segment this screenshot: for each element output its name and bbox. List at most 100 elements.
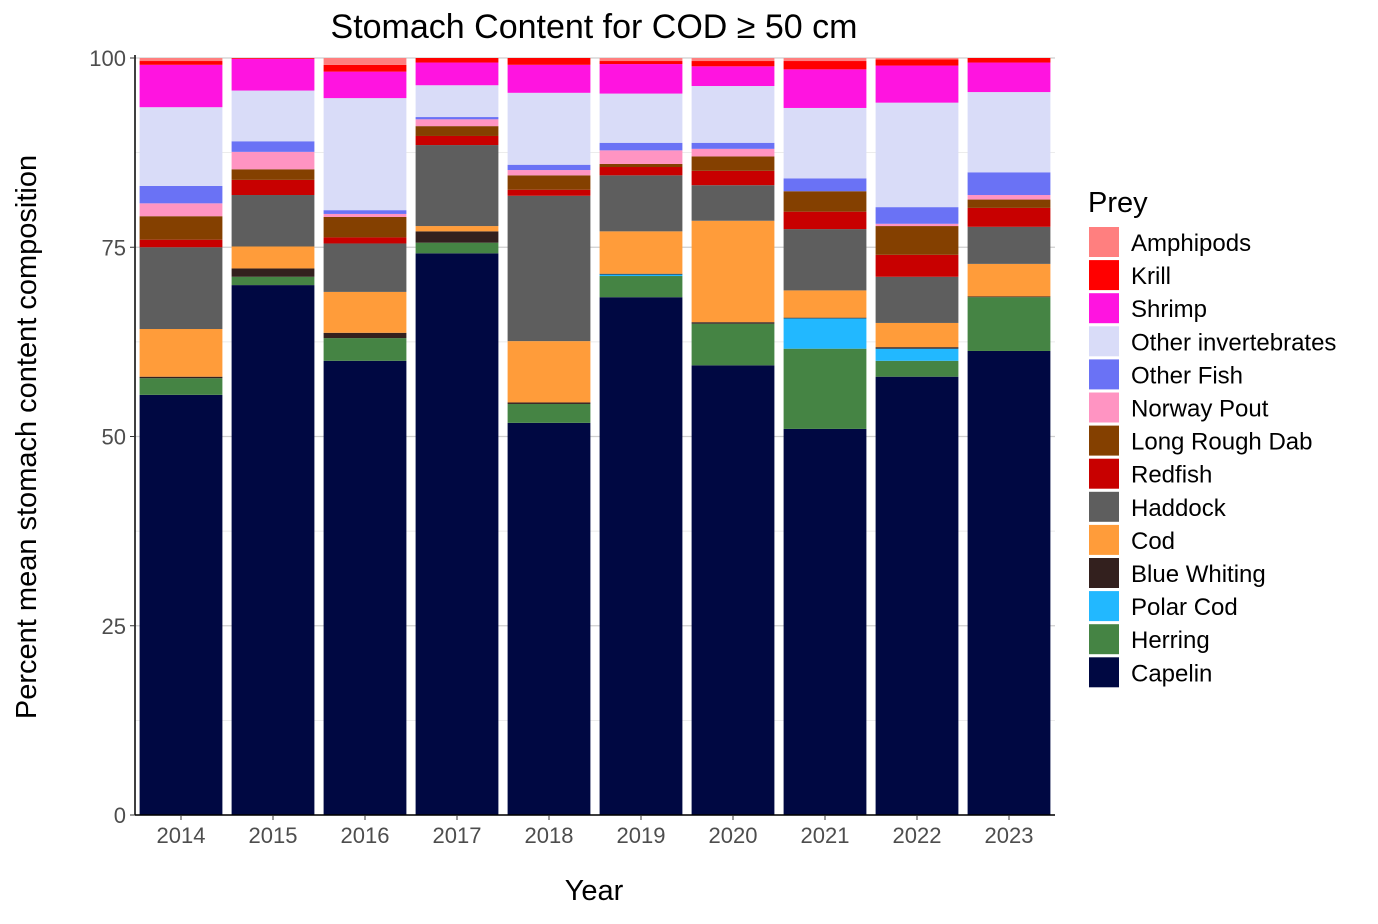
- bar-segment-long-rough-dab: [967, 199, 1051, 208]
- bar-segment-other-invertebrates: [323, 98, 407, 211]
- bar-segment-other-invertebrates: [415, 85, 499, 118]
- x-axis-label: Year: [565, 875, 624, 907]
- bar-segment-herring: [507, 403, 591, 423]
- bar-segment-krill: [507, 58, 591, 65]
- bar-segment-other-fish: [139, 185, 223, 204]
- x-tick-label: 2020: [709, 823, 758, 848]
- bar-segment-other-invertebrates: [875, 102, 959, 208]
- legend-item: Blue Whiting: [1089, 558, 1266, 588]
- legend-label: Blue Whiting: [1131, 561, 1266, 588]
- y-tick-label: 75: [102, 235, 126, 260]
- bar-segment-cod: [875, 322, 959, 348]
- bar-segment-cod: [967, 263, 1051, 297]
- bar-segment-capelin: [783, 428, 867, 815]
- bar-segment-shrimp: [507, 64, 591, 93]
- bar-segment-long-rough-dab: [231, 169, 315, 180]
- bar-segment-redfish: [323, 237, 407, 244]
- bar-segment-shrimp: [323, 71, 407, 99]
- bar-segment-redfish: [415, 135, 499, 146]
- bar-segment-redfish: [507, 189, 591, 196]
- bar-segment-herring: [415, 242, 499, 254]
- bar-segment-other-invertebrates: [967, 92, 1051, 173]
- y-tick-label: 100: [89, 46, 126, 71]
- bar-segment-krill: [967, 58, 1051, 63]
- bar-segment-krill: [783, 61, 867, 70]
- bar-segment-blue-whiting: [875, 347, 959, 349]
- bar-segment-norway-pout: [875, 223, 959, 227]
- legend: Amphipods Krill Shrimp Other invertebrates O…: [1089, 227, 1336, 688]
- bar-stack-2017: [415, 58, 499, 815]
- bar-segment-herring: [231, 276, 315, 286]
- bar-segment-haddock: [323, 243, 407, 292]
- x-tick-label: 2022: [893, 823, 942, 848]
- bar-segment-amphipods: [783, 58, 867, 62]
- x-tick-label: 2018: [525, 823, 574, 848]
- bar-segment-norway-pout: [139, 203, 223, 217]
- chart-title: Stomach Content for COD ≥ 50 cm: [331, 8, 858, 46]
- bar-segment-krill: [691, 61, 775, 67]
- bar-segment-shrimp: [139, 64, 223, 108]
- bar-segment-norway-pout: [599, 150, 683, 164]
- bar-segment-other-invertebrates: [507, 92, 591, 165]
- bar-segment-haddock: [415, 145, 499, 227]
- x-tick-label: 2016: [341, 823, 390, 848]
- legend-title: Prey: [1088, 187, 1148, 219]
- legend-label: Herring: [1131, 627, 1210, 654]
- bar-segment-capelin: [507, 422, 591, 815]
- bar-segment-capelin: [231, 285, 315, 816]
- bar-segment-krill: [415, 58, 499, 63]
- legend-key: [1089, 293, 1119, 324]
- bar-segment-krill: [875, 59, 959, 66]
- legend-key: [1089, 657, 1119, 688]
- bar-segment-long-rough-dab: [415, 126, 499, 136]
- legend-key: [1089, 425, 1119, 456]
- legend-label: Polar Cod: [1131, 594, 1238, 621]
- legend-key: [1089, 227, 1119, 257]
- bar-segment-amphipods: [691, 58, 775, 62]
- legend-key: [1089, 491, 1119, 522]
- bar-segment-amphipods: [139, 58, 223, 62]
- bar-segment-long-rough-dab: [783, 191, 867, 212]
- bar-segment-haddock: [139, 247, 223, 330]
- bar-segment-shrimp: [783, 69, 867, 108]
- bar-segment-norway-pout: [691, 148, 775, 157]
- bar-segment-haddock: [599, 175, 683, 232]
- bar-segment-krill: [323, 64, 407, 72]
- bar-segment-shrimp: [231, 58, 315, 91]
- bar-segment-haddock: [507, 195, 591, 342]
- bar-segment-blue-whiting: [323, 332, 407, 339]
- bar-segment-capelin: [323, 360, 407, 815]
- bar-stack-2014: [139, 58, 223, 815]
- bar-segment-herring: [875, 360, 959, 377]
- x-tick-label: 2017: [433, 823, 482, 848]
- legend-key: [1089, 359, 1119, 390]
- bar-segment-other-invertebrates: [231, 90, 315, 142]
- bar-segment-cod: [507, 341, 591, 403]
- bar-segment-cod: [139, 329, 223, 377]
- bar-segment-shrimp: [967, 62, 1051, 93]
- bar-segment-other-fish: [323, 210, 407, 214]
- bar-segment-amphipods: [875, 58, 959, 60]
- legend-item: Redfish: [1089, 458, 1212, 489]
- legend-key: [1089, 558, 1119, 588]
- bar-segment-shrimp: [415, 62, 499, 86]
- bar-segment-polar-cod: [875, 348, 959, 361]
- y-axis-label: Percent mean stomach content composition: [11, 155, 43, 719]
- bar-segment-haddock: [967, 226, 1051, 264]
- bar-segment-long-rough-dab: [323, 216, 407, 238]
- legend-key: [1089, 591, 1119, 622]
- bar-stack-2019: [599, 58, 683, 815]
- legend-key: [1089, 392, 1119, 423]
- legend-label: Amphipods: [1131, 230, 1251, 257]
- bar-segment-haddock: [231, 195, 315, 247]
- legend-item: Krill: [1089, 260, 1171, 291]
- bar-segment-krill: [231, 58, 315, 59]
- bar-segment-redfish: [231, 179, 315, 196]
- legend-item: Capelin: [1089, 657, 1212, 688]
- bar-segment-other-fish: [691, 142, 775, 149]
- bar-segment-haddock: [783, 229, 867, 291]
- legend-label: Norway Pout: [1131, 396, 1269, 423]
- bar-segment-redfish: [967, 207, 1051, 227]
- bar-segment-blue-whiting: [231, 268, 315, 277]
